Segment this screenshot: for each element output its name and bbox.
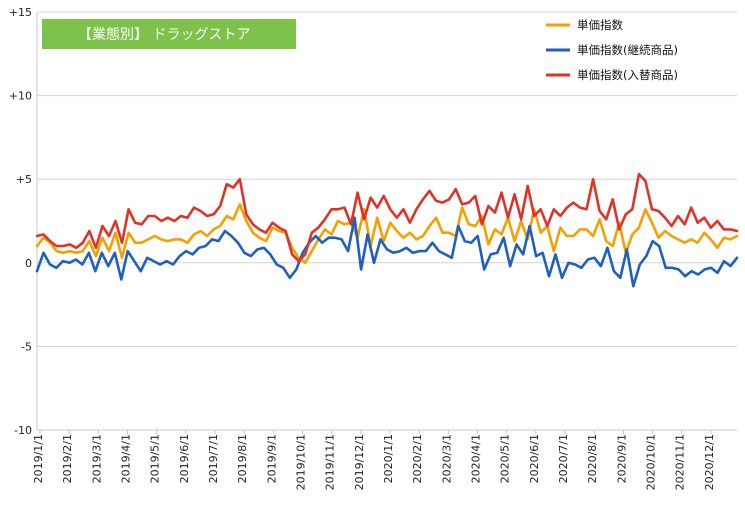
x-tick-label: 2019/6/1: [178, 434, 191, 483]
x-tick-label: 2020/7/1: [557, 434, 570, 483]
x-tick-label: 2019/12/1: [353, 434, 366, 490]
x-tick-label: 2020/12/1: [703, 434, 716, 490]
y-tick-label: -10: [14, 424, 32, 437]
x-axis-tick-labels: 2019/1/1 2019/2/1 2019/3/1 2019/4/1 2019/5/1…: [32, 430, 716, 490]
legend-label-0: 単価指数: [577, 18, 623, 32]
x-tick-label: 2019/5/1: [149, 434, 162, 483]
x-tick-label: 2020/4/1: [470, 434, 483, 483]
x-tick-label: 2019/7/1: [207, 434, 220, 483]
x-tick-label: 2020/5/1: [499, 434, 512, 483]
x-tick-label: 2020/11/1: [674, 434, 687, 490]
x-tick-label: 2020/9/1: [615, 434, 628, 483]
x-tick-label: 2019/8/1: [236, 434, 249, 483]
gridlines: [36, 11, 737, 431]
y-tick-label: 0: [25, 257, 32, 270]
x-tick-label: 2019/1/1: [32, 434, 45, 483]
x-tick-label: 2019/10/1: [295, 434, 308, 490]
series-line-2: [35, 172, 739, 263]
chart-title-box: 【業態別】 ドラッグストア: [42, 19, 296, 49]
x-tick-label: 2020/2/1: [411, 434, 424, 483]
x-tick-label: 2019/3/1: [90, 434, 103, 483]
x-tick-label: 2020/10/1: [645, 434, 658, 490]
x-tick-label: 2020/1/1: [382, 434, 395, 483]
y-tick-label: +15: [9, 6, 32, 19]
x-tick-label: 2019/9/1: [265, 434, 278, 483]
legend-label-2: 単価指数(入替商品): [577, 68, 678, 82]
y-tick-label: -5: [21, 340, 32, 353]
x-tick-label: 2020/3/1: [440, 434, 453, 483]
y-tick-label: +5: [16, 173, 32, 186]
series-line-1: [35, 216, 739, 288]
y-tick-label: +10: [9, 90, 32, 103]
y-axis-tick-labels: +15 +10 +5 0 -5 -10: [9, 6, 32, 437]
x-tick-label: 2019/2/1: [61, 434, 74, 483]
x-tick-label: 2020/6/1: [528, 434, 541, 483]
legend-label-1: 単価指数(継続商品): [577, 43, 678, 57]
chart-title: 【業態別】 ドラッグストア: [78, 27, 250, 43]
series-line-0: [35, 203, 739, 265]
chart-title-background: [42, 19, 296, 49]
x-tick-label: 2019/4/1: [120, 434, 133, 483]
x-tick-label: 2020/8/1: [586, 434, 599, 483]
series-lines: [35, 172, 739, 288]
x-tick-label: 2019/11/1: [324, 434, 337, 490]
